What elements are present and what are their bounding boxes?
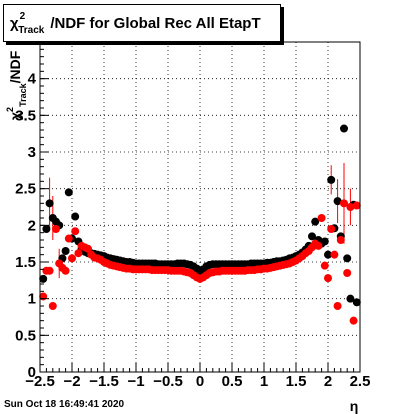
x-tick-label: 1.5 [286,373,307,390]
y-tick-label: 0 [28,364,36,381]
red-series-point [352,201,361,210]
red-series-point [74,249,83,258]
data-points [39,124,361,325]
title-sub: Track [18,25,45,36]
red-series-point [343,269,352,277]
axis-ticks [39,41,361,373]
x-tick-label: 0.5 [222,373,243,390]
y-tick-label: 0.5 [15,327,36,344]
y-axis-label: χ2Track/NDF [5,50,28,120]
red-series-point [320,261,329,270]
y-tick-label: 3 [28,144,36,161]
chart-title: χ2 Track/NDF for Global Rec All EtapT [10,11,261,36]
black-series-point [308,232,316,241]
x-tick-label: 1 [260,373,268,390]
x-tick-label: 0 [196,373,204,390]
black-series-point [71,212,80,221]
red-series-point [317,214,326,222]
red-series-point [346,203,355,211]
x-tick-label: −1 [127,373,144,390]
black-series-point [340,124,348,133]
red-series-point [336,236,345,244]
red-series-point [340,199,348,208]
tick-labels: −2.5 −2 −1.5 −1 −0.5 0 0.5 1 1.5 2 2.5 0 0.5 1 1.5 2 2.5… [15,71,370,390]
title-box: χ2 Track/NDF for Global Rec All EtapT [3,4,281,42]
black-series-point [352,298,361,307]
timestamp: Sun Oct 18 16:49:41 2020 [4,399,125,410]
black-series-point [346,294,355,303]
title-rest: /NDF for Global Rec All EtapT [50,15,261,32]
red-series-point [327,225,336,233]
red-series-point [45,266,54,275]
x-tick-label: −2.5 [25,373,55,390]
y-tick-label: 1 [28,291,36,308]
red-series-point [314,241,323,250]
red-series-point [61,266,70,275]
black-series-point [45,199,54,208]
title-sup: 2 [19,11,26,22]
black-series-point [327,175,336,184]
x-axis-label: η [350,398,359,414]
grid-lines [40,42,360,372]
red-series-point [64,234,73,243]
y-tick-label: 1.5 [15,254,36,271]
black-series-point [64,188,73,197]
svg-text:χ2Track/NDF: χ2Track/NDF [5,50,28,120]
y-tick-label: 2.5 [15,181,36,198]
black-series-point [42,225,51,233]
black-series-point [324,250,332,259]
y-tick-label: 3.5 [15,107,36,124]
title-symbol: χ [10,15,19,32]
x-tick-label: 2.5 [350,373,371,390]
red-series-point [84,244,92,253]
black-series-point [320,237,329,246]
red-series-point [333,302,342,310]
red-series-point [48,302,57,310]
y-tick-label: 2 [28,217,36,234]
x-tick-label: −1.5 [89,373,119,390]
y-tick-label: 4 [28,71,37,88]
black-series-point [333,197,342,206]
black-series-point [311,217,320,226]
red-series-point [52,225,60,233]
red-series-point [68,254,76,263]
x-tick-label: −0.5 [153,373,183,390]
red-series-point [349,316,358,325]
red-series-point [71,227,80,236]
black-series-point [61,247,70,255]
x-tick-label: 2 [324,373,332,390]
red-series-point [330,250,339,259]
black-series-point [343,254,352,263]
x-tick-label: −2 [63,373,80,390]
red-series-point [324,274,332,283]
